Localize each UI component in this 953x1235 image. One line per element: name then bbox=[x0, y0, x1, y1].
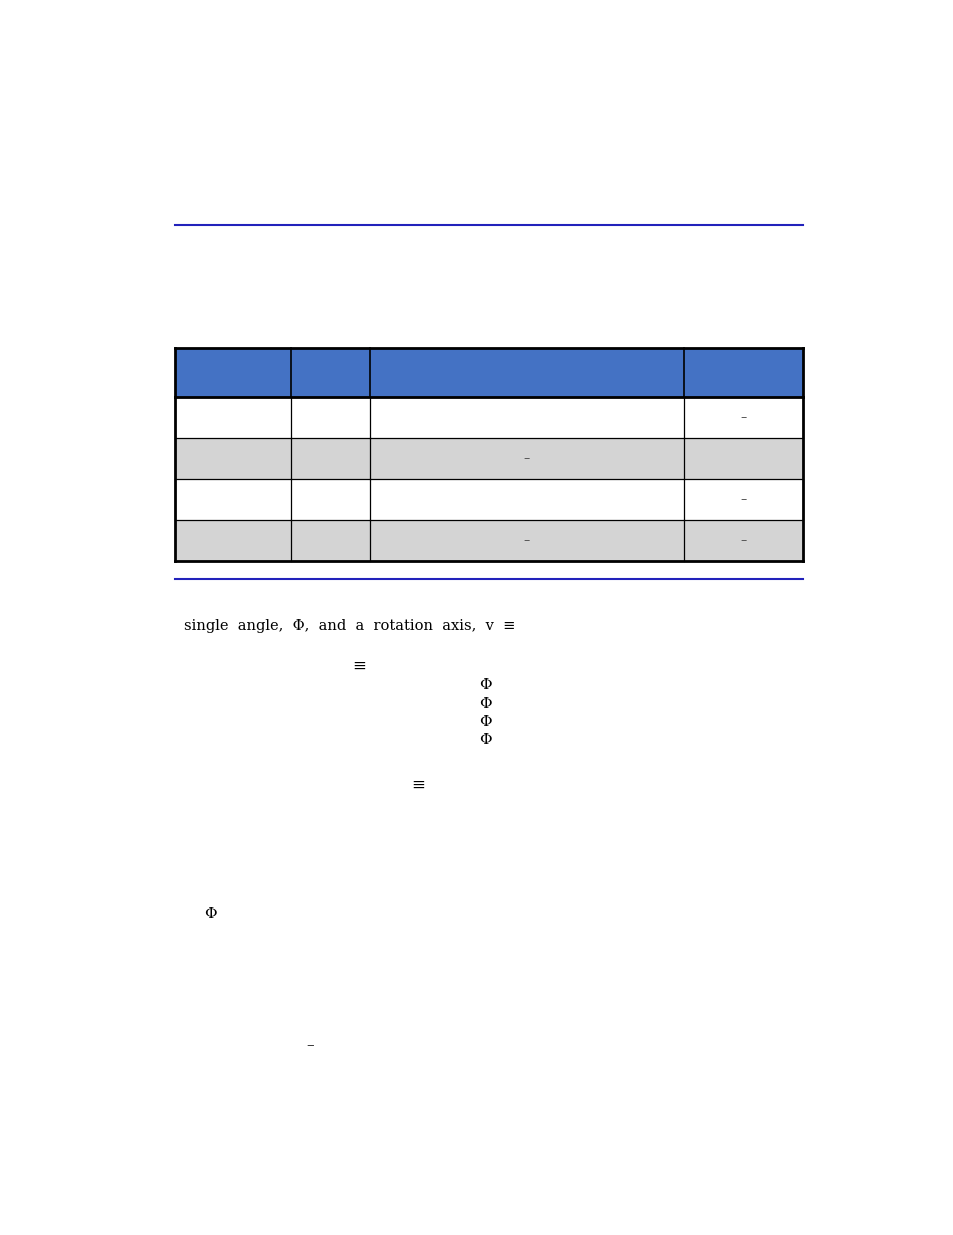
Bar bbox=[174, 438, 802, 479]
Text: –: – bbox=[740, 493, 746, 506]
Text: Φ: Φ bbox=[478, 678, 492, 693]
Text: Φ: Φ bbox=[204, 906, 216, 921]
Text: –: – bbox=[740, 411, 746, 425]
Text: –: – bbox=[306, 1037, 314, 1052]
Bar bbox=[174, 520, 802, 561]
Text: Φ: Φ bbox=[478, 715, 492, 729]
Text: Φ: Φ bbox=[478, 732, 492, 747]
Bar bbox=[174, 348, 802, 398]
Bar bbox=[174, 479, 802, 520]
Text: ≡: ≡ bbox=[411, 777, 425, 794]
Text: single  angle,  Φ,  and  a  rotation  axis,  v  ≡: single angle, Φ, and a rotation axis, v … bbox=[184, 619, 516, 632]
Text: –: – bbox=[523, 534, 529, 547]
Text: –: – bbox=[523, 452, 529, 466]
Text: ≡: ≡ bbox=[352, 658, 366, 676]
Text: –: – bbox=[740, 534, 746, 547]
Bar bbox=[174, 398, 802, 438]
Text: Φ: Φ bbox=[478, 697, 492, 710]
